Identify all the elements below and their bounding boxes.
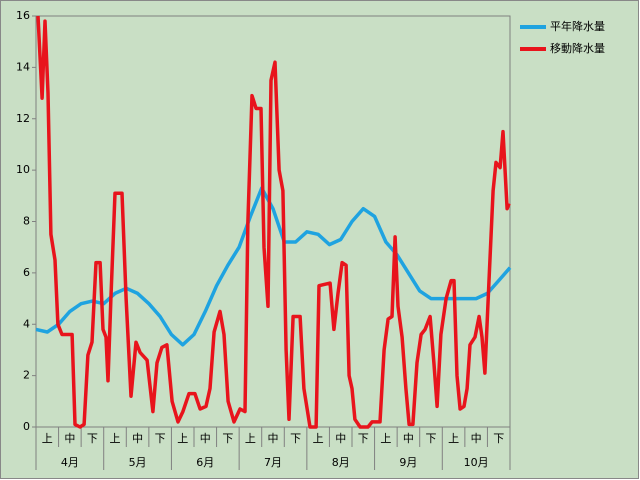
- y-tick-label: 12: [16, 112, 30, 125]
- x-tick-label: 上: [313, 432, 324, 445]
- x-tick-label: 中: [132, 432, 143, 445]
- x-tick-label: 下: [426, 432, 437, 445]
- y-tick-label: 6: [23, 266, 30, 279]
- x-tick-label: 中: [64, 432, 75, 445]
- x-tick-label: 上: [245, 432, 256, 445]
- x-tick-label: 上: [380, 432, 391, 445]
- x-tick-label: 中: [403, 432, 414, 445]
- x-tick-label: 上: [42, 432, 53, 445]
- y-tick-label: 10: [16, 163, 30, 176]
- y-tick-label: 0: [23, 420, 30, 433]
- y-tick-label: 2: [23, 369, 30, 382]
- y-tick-label: 16: [16, 9, 30, 22]
- x-group-label: 10月: [464, 456, 489, 469]
- x-tick-label: 中: [200, 432, 211, 445]
- x-tick-label: 上: [177, 432, 188, 445]
- x-tick-label: 下: [290, 432, 301, 445]
- x-tick-label: 上: [448, 432, 459, 445]
- x-tick-label: 下: [358, 432, 369, 445]
- x-tick-label: 下: [222, 432, 233, 445]
- series-line: [35, 186, 512, 347]
- x-tick-label: 下: [493, 432, 504, 445]
- y-tick-label: 14: [16, 60, 30, 73]
- x-tick-label: 下: [87, 432, 98, 445]
- x-group-label: 4月: [61, 456, 79, 469]
- legend-label: 移動降水量: [550, 41, 605, 55]
- x-group-label: 8月: [332, 456, 350, 469]
- y-tick-label: 8: [23, 215, 30, 228]
- x-group-label: 7月: [264, 456, 282, 469]
- x-tick-label: 中: [471, 432, 482, 445]
- x-tick-label: 下: [155, 432, 166, 445]
- y-tick-label: 4: [23, 317, 30, 330]
- x-tick-label: 中: [335, 432, 346, 445]
- legend-label: 平年降水量: [550, 19, 605, 33]
- x-tick-label: 中: [268, 432, 279, 445]
- x-group-label: 9月: [399, 456, 417, 469]
- x-group-label: 6月: [196, 456, 214, 469]
- x-group-label: 5月: [129, 456, 147, 469]
- series-line: [36, 15, 511, 429]
- x-tick-label: 上: [110, 432, 121, 445]
